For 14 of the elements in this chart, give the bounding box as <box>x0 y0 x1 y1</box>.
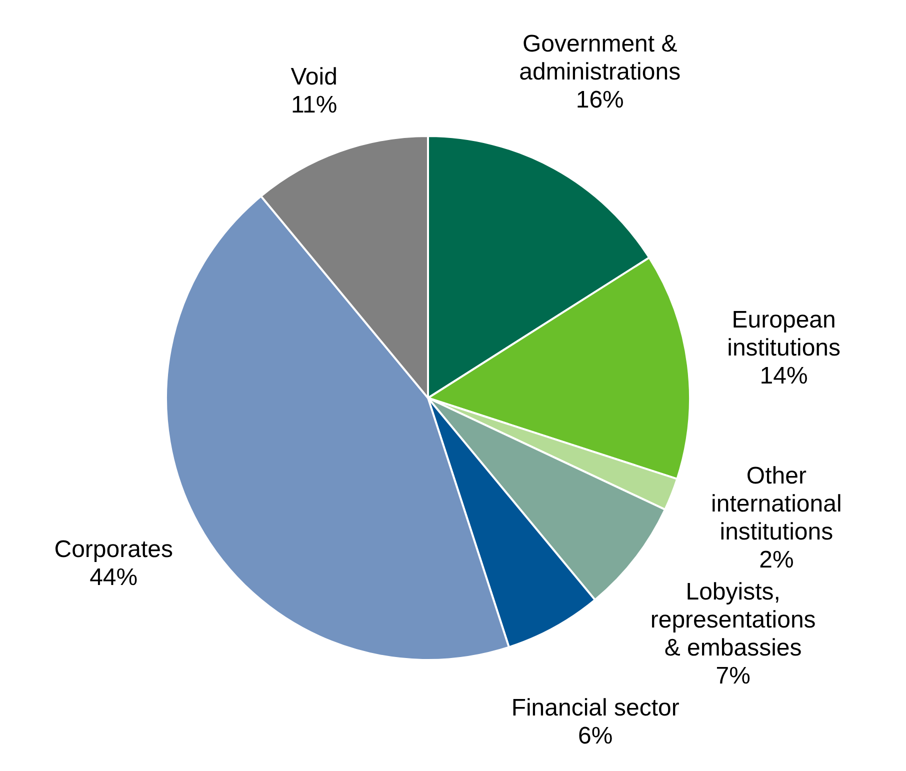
data-label: 2% <box>759 546 794 574</box>
data-label: 6% <box>578 722 613 750</box>
data-label: 16% <box>576 86 624 113</box>
slice-label: Void <box>290 63 338 90</box>
slice-label: Other international institutions <box>711 462 842 546</box>
slice-label: Lobyists, representations & embassies <box>650 578 816 662</box>
data-label: 14% <box>760 362 808 389</box>
slice-label: European institutions <box>727 306 841 361</box>
slice-label: Corporates <box>54 536 173 563</box>
slice-label: Government & administrations <box>519 30 681 85</box>
data-label: 44% <box>90 564 138 591</box>
slice-label: Financial sector <box>511 694 680 722</box>
data-label: 7% <box>716 662 750 690</box>
data-label: 11% <box>290 91 338 118</box>
